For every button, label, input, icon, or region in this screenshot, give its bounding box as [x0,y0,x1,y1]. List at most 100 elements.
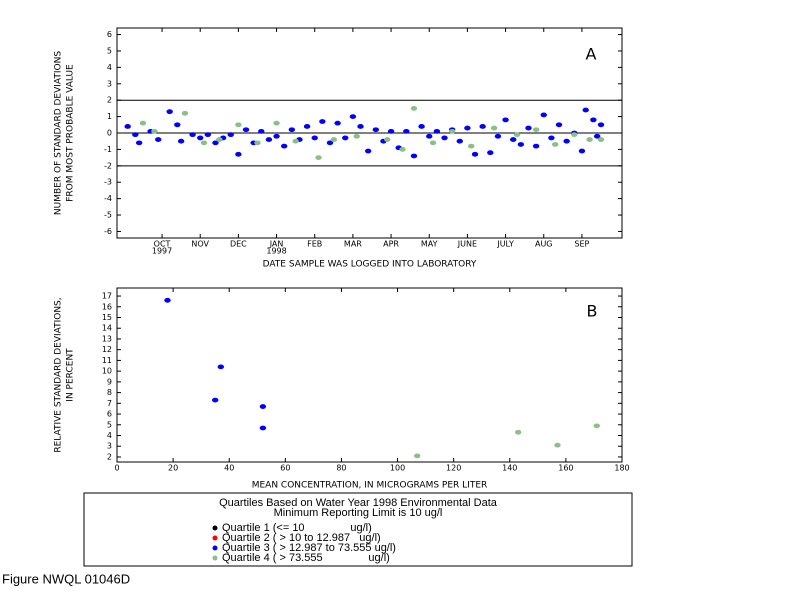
data-point [387,128,395,134]
y-tick-label: 6 [107,410,112,419]
data-point [259,425,267,431]
y-tick-label: 7 [107,399,112,408]
data-point [490,125,498,131]
data-point [429,140,437,146]
data-point [532,127,540,133]
y-tick-label: 4 [107,431,112,440]
y-tick-label: 2 [107,96,112,105]
data-point [510,137,517,142]
x-tick-label: MAR [344,240,362,249]
y-tick-label: -4 [104,194,112,203]
data-point [357,124,364,129]
x-tick-label: 60 [280,464,290,473]
year-label: 1997 [152,247,172,256]
data-point [258,128,265,134]
data-point [132,132,139,138]
data-point [342,135,349,141]
y-tick-label: 12 [102,345,112,354]
data-point [155,137,162,142]
data-point [590,117,597,123]
data-point [164,297,171,303]
data-point [399,147,406,152]
y-tick-label: 15 [102,313,112,322]
data-point [326,140,334,146]
y-tick-label: 2 [107,452,112,461]
year-label: 1998 [266,247,286,256]
x-tick-label: JULY [496,240,514,249]
data-point [334,120,341,126]
legend-marker [212,555,218,561]
x-tick-label: 180 [614,464,629,473]
y-tick-label: 16 [102,302,112,311]
y-tick-label: 11 [102,356,112,365]
y-axis-label: FROM MOST PROBABLE VALUE [66,64,76,202]
data-point [384,137,391,142]
y-tick-label: 13 [102,334,112,343]
x-tick-label: OCT [154,240,171,249]
legend-box [83,492,633,567]
data-point [273,120,280,126]
y-tick-label: 3 [107,442,112,451]
y-tick-label: -6 [104,227,112,236]
panel-letter: A [586,45,597,64]
x-tick-label: 100 [390,464,405,473]
data-point [235,122,242,128]
data-point [540,112,547,118]
data-point [166,109,173,115]
legend-marker [212,545,218,551]
panel-letter: B [587,302,598,321]
legend-entry: Quartile 1 (<= 10 ug/l) [222,522,372,534]
data-point [372,127,379,133]
x-tick-label: FEB [307,240,322,249]
data-point [174,122,181,128]
data-point [364,148,372,154]
y-tick-label: 0 [107,129,112,138]
data-point [441,135,448,141]
data-point [426,133,433,139]
data-point [593,133,601,139]
data-point [311,135,318,141]
data-point [227,132,234,138]
data-point [204,132,212,138]
data-point [211,397,219,403]
data-point [242,127,250,133]
data-point [487,150,494,156]
x-tick-label: MAY [421,240,438,249]
data-point [254,140,261,146]
y-tick-label: 5 [107,420,112,429]
y-tick-label: 10 [102,367,112,376]
data-point [273,133,280,139]
legend-marker [212,525,218,531]
x-tick-label: JUNE [457,240,477,249]
data-point [552,142,559,147]
y-tick-label: 8 [107,388,112,397]
y-tick-label: 6 [107,30,112,39]
data-point [433,128,441,134]
legend-entry: Quartile 3 ( > 12.987 to 73.555 ug/l) [222,542,396,554]
y-axis-label: RELATIVE STANDARD DEVIATIONS, [54,297,64,452]
x-axis-label: DATE SAMPLE WAS LOGGED INTO LABORATORY [263,260,477,270]
data-point [548,135,555,141]
x-tick-label: JAN [269,240,284,249]
data-point [494,133,502,139]
data-point [471,151,479,157]
data-point [586,137,593,142]
plot-frame [116,287,623,463]
data-point [555,122,563,128]
data-point [189,132,196,138]
data-point [563,138,570,144]
x-axis-label: MEAN CONCENTRATION, IN MICROGRAMS PER LI… [252,481,488,491]
data-point [235,151,242,157]
x-tick-label: SEP [574,240,589,249]
data-point [292,138,299,144]
data-point [479,124,486,129]
data-point [349,114,357,119]
x-tick-label: 40 [224,464,234,473]
data-point [181,110,189,116]
x-tick-label: NOV [191,240,209,249]
data-point [319,119,326,124]
legend-entry: Quartile 4 ( > 73.555 ug/l) [222,552,390,564]
legend-entry: Quartile 2 ( > 10 to 12.987 ug/l) [222,532,381,544]
legend-title: Minimum Reporting Limit is 10 ug/l [274,507,443,519]
